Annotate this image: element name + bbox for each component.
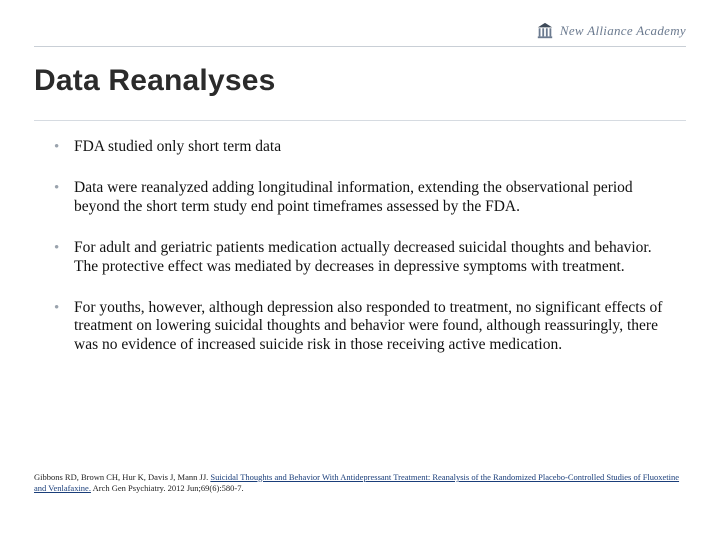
brand-logo: New Alliance Academy bbox=[536, 22, 686, 40]
citation: Gibbons RD, Brown CH, Hur K, Davis J, Ma… bbox=[34, 472, 686, 494]
list-item: For youths, however, although depression… bbox=[54, 299, 676, 356]
bullet-list: FDA studied only short term data Data we… bbox=[54, 138, 676, 355]
slide: New Alliance Academy Data Reanalyses FDA… bbox=[0, 0, 720, 540]
divider-under-title bbox=[34, 120, 686, 121]
brand-name: New Alliance Academy bbox=[560, 23, 686, 39]
list-item: Data were reanalyzed adding longitudinal… bbox=[54, 179, 676, 217]
divider-top bbox=[34, 46, 686, 47]
academy-column-icon bbox=[536, 22, 554, 40]
citation-authors: Gibbons RD, Brown CH, Hur K, Davis J, Ma… bbox=[34, 472, 210, 482]
slide-title: Data Reanalyses bbox=[34, 64, 275, 98]
slide-body: FDA studied only short term data Data we… bbox=[54, 138, 676, 377]
citation-tail: Arch Gen Psychiatry. 2012 Jun;69(6):580-… bbox=[91, 483, 244, 493]
list-item: For adult and geriatric patients medicat… bbox=[54, 239, 676, 277]
list-item: FDA studied only short term data bbox=[54, 138, 676, 157]
